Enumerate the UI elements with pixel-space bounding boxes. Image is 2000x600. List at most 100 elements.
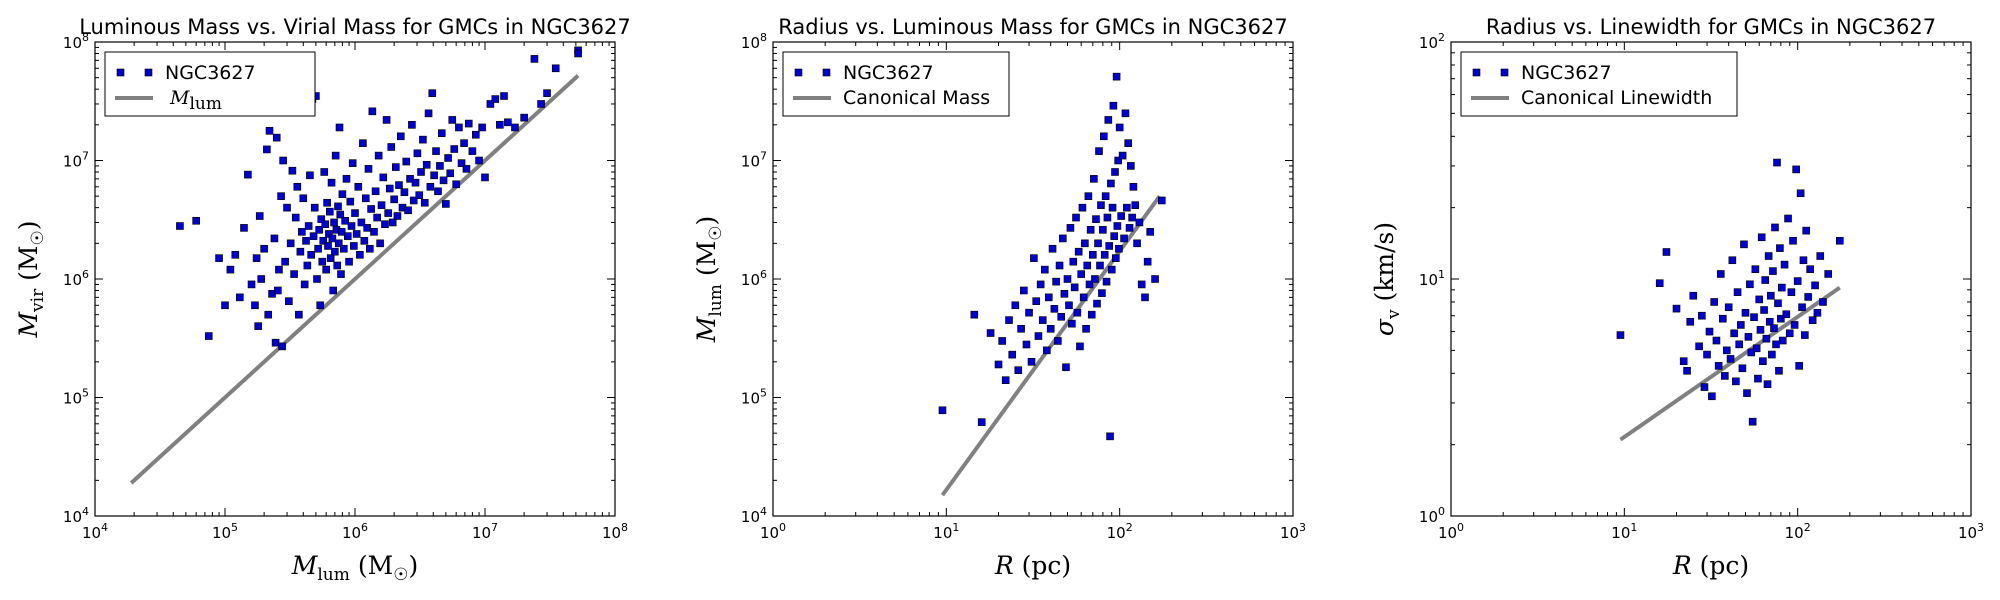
data-point bbox=[373, 213, 381, 222]
data-point bbox=[1772, 340, 1780, 349]
data-point bbox=[475, 156, 483, 165]
legend-marker bbox=[116, 68, 125, 77]
data-point bbox=[1748, 417, 1757, 426]
data-point bbox=[1127, 162, 1135, 170]
tick-exponent: 8 bbox=[82, 31, 89, 44]
data-point bbox=[299, 194, 308, 203]
data-point bbox=[1065, 301, 1073, 310]
x-label-unit: (pc) bbox=[1014, 551, 1071, 580]
data-point bbox=[377, 201, 386, 209]
data-point bbox=[1698, 311, 1706, 320]
data-point bbox=[1679, 357, 1688, 365]
y-tick-label: 107 bbox=[63, 150, 89, 171]
data-point bbox=[1137, 280, 1146, 289]
y-label-unit-subscript: ☉ bbox=[706, 226, 726, 241]
data-point bbox=[411, 178, 420, 187]
x-tick-label: 103 bbox=[1280, 521, 1306, 542]
data-point bbox=[496, 121, 504, 129]
y-label-subscript: vir bbox=[28, 288, 48, 313]
legend-label-symbol: M bbox=[169, 87, 190, 109]
data-point bbox=[1025, 308, 1033, 317]
data-point bbox=[1764, 252, 1773, 260]
tick-base: 10 bbox=[212, 524, 231, 542]
data-point bbox=[1068, 319, 1076, 328]
tick-base: 10 bbox=[741, 271, 760, 289]
data-point bbox=[303, 261, 312, 270]
data-point bbox=[455, 123, 463, 132]
y-tick-label: 106 bbox=[63, 268, 89, 289]
legend: NGC3627 Mlum bbox=[104, 51, 316, 117]
data-point bbox=[1733, 288, 1742, 296]
data-point bbox=[1041, 265, 1049, 274]
data-point bbox=[1099, 226, 1107, 234]
chart-panel-2: Radius vs. Luminous Mass for GMCs in NGC… bbox=[692, 15, 1306, 580]
data-point bbox=[1683, 366, 1691, 375]
data-point bbox=[1100, 251, 1109, 259]
y-label-unit: (M bbox=[14, 245, 43, 288]
data-point bbox=[460, 139, 468, 147]
data-point bbox=[1752, 344, 1761, 353]
tick-base: 10 bbox=[741, 153, 760, 171]
tick-base: 10 bbox=[342, 524, 361, 542]
x-tick-label: 100 bbox=[760, 521, 786, 542]
data-point bbox=[360, 237, 369, 245]
x-label-unit: (M bbox=[350, 551, 393, 580]
data-point bbox=[1094, 239, 1102, 248]
data-point bbox=[343, 232, 352, 240]
data-point bbox=[1072, 213, 1080, 222]
data-point bbox=[1804, 293, 1812, 301]
data-point bbox=[236, 293, 244, 302]
y-tick-label: 100 bbox=[1419, 505, 1445, 526]
chart-panel-1: Luminous Mass vs. Virial Mass for GMCs i… bbox=[14, 15, 631, 585]
data-point bbox=[1129, 182, 1138, 191]
data-point bbox=[247, 280, 256, 289]
tick-exponent: 4 bbox=[760, 505, 767, 518]
data-point bbox=[192, 216, 200, 225]
data-point bbox=[1110, 232, 1119, 240]
tick-base: 10 bbox=[933, 524, 952, 542]
legend: NGC3627 Canonical Mass bbox=[782, 51, 1010, 117]
data-point bbox=[307, 251, 315, 259]
tick-exponent: 4 bbox=[82, 505, 89, 518]
data-point bbox=[1768, 350, 1776, 359]
data-point bbox=[1770, 324, 1778, 333]
data-point bbox=[977, 418, 986, 426]
data-point bbox=[970, 310, 979, 319]
reference-line bbox=[940, 194, 1162, 497]
data-point bbox=[255, 212, 264, 220]
data-point bbox=[319, 237, 328, 245]
data-point bbox=[295, 310, 303, 319]
data-point bbox=[231, 251, 240, 259]
x-label-symbol: M bbox=[291, 551, 319, 580]
data-point bbox=[994, 360, 1003, 369]
data-point bbox=[446, 169, 455, 178]
data-point bbox=[326, 207, 334, 216]
y-axis-label: σv (km/s) bbox=[1370, 222, 1404, 336]
data-point bbox=[1655, 279, 1664, 288]
data-point bbox=[1091, 275, 1099, 283]
x-tick-label: 104 bbox=[82, 521, 108, 542]
x-label-symbol: R bbox=[1672, 551, 1692, 580]
data-point bbox=[283, 203, 291, 212]
data-point bbox=[1824, 270, 1832, 278]
tick-exponent: 3 bbox=[1299, 521, 1306, 534]
data-point bbox=[272, 133, 281, 142]
data-point bbox=[348, 159, 357, 167]
data-point bbox=[1689, 291, 1698, 300]
data-point bbox=[1060, 290, 1069, 298]
data-point bbox=[281, 257, 289, 266]
data-point bbox=[452, 180, 460, 189]
tick-base: 10 bbox=[1419, 34, 1438, 52]
data-point bbox=[1055, 261, 1064, 270]
data-point bbox=[551, 64, 560, 73]
data-point bbox=[1052, 277, 1060, 286]
data-point bbox=[1778, 283, 1786, 292]
data-point bbox=[1100, 132, 1108, 141]
data-point bbox=[504, 118, 512, 127]
data-point bbox=[385, 184, 394, 193]
data-point bbox=[1123, 203, 1131, 212]
data-point bbox=[1759, 357, 1767, 365]
data-point bbox=[938, 406, 947, 415]
data-point bbox=[361, 194, 370, 203]
